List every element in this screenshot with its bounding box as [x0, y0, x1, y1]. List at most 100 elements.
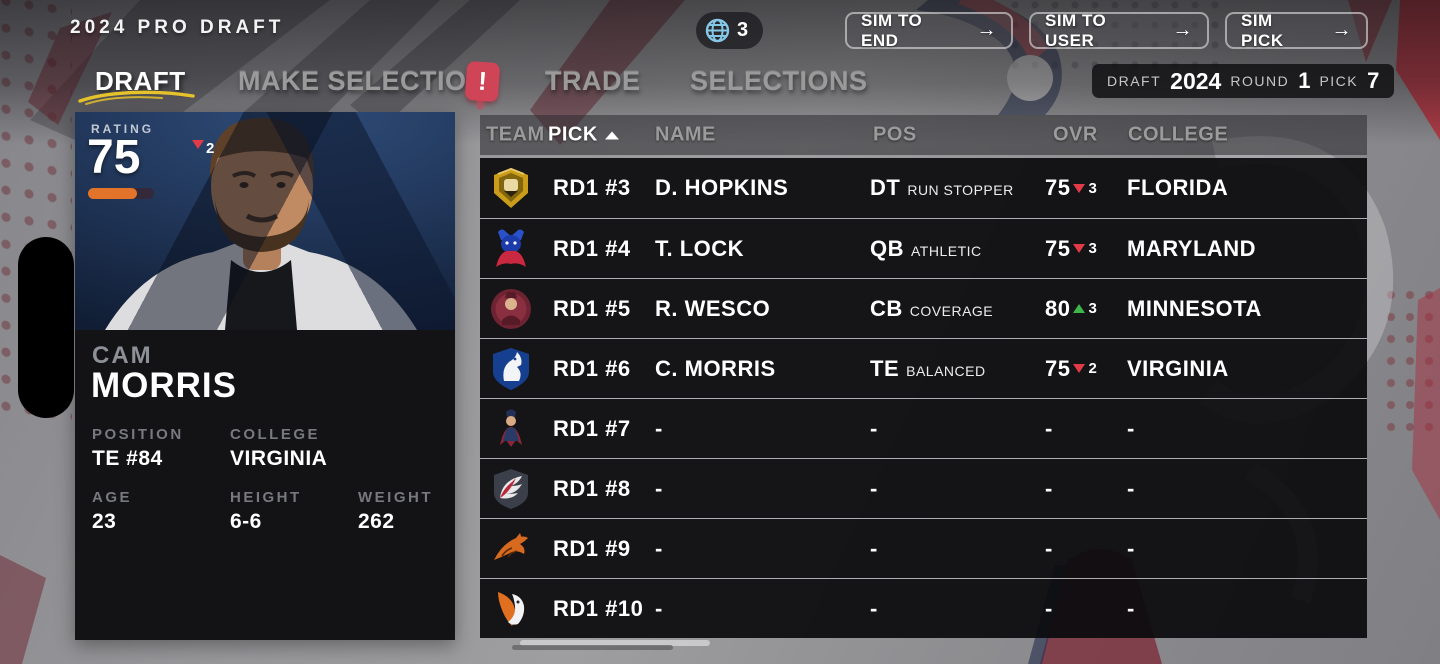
position-cell: DT RUN STOPPER [870, 175, 1014, 201]
position-cell: - [870, 416, 878, 442]
pick-value: 7 [1367, 68, 1380, 93]
tab-selections[interactable]: SELECTIONS [690, 66, 868, 96]
trend-value: 3 [1088, 179, 1098, 197]
trend-value: 2 [1088, 360, 1098, 377]
overall-value: - [1045, 415, 1053, 441]
position-cell: - [870, 536, 878, 562]
overall-cell: - [1045, 596, 1053, 622]
column-header-ovr[interactable]: OVR [1053, 124, 1098, 147]
horizontal-scrollbar-thumb[interactable] [520, 640, 710, 646]
table-row[interactable]: RD1 #5 R. WESCO CB COVERAGE 80 3 MINNESOTA [480, 278, 1367, 338]
column-header-team[interactable]: TEAM [486, 124, 545, 147]
table-row[interactable]: RD1 #4 T. LOCK QB ATHLETIC 75 3 MARYLAND [480, 218, 1367, 278]
draft-status-pill: DRAFT 2024 ROUND 1 PICK 7 [1092, 64, 1395, 98]
rating-bar [88, 188, 154, 199]
sim-pick-button[interactable]: SIM PICK → [1225, 11, 1368, 50]
player-photo: RATING 75 2 [75, 112, 455, 330]
overall-cell: 75 3 [1045, 175, 1097, 201]
tab-make-selection[interactable]: MAKE SELECTION [238, 66, 487, 96]
trend-value: 3 [1088, 240, 1098, 257]
pick-cell: RD1 #6 [553, 355, 631, 381]
rating-trend-value: 2 [206, 140, 215, 157]
tab-trade[interactable]: TRADE [545, 66, 641, 96]
name-cell: D. HOPKINS [655, 175, 789, 200]
position-abbr: - [870, 535, 878, 561]
column-header-college[interactable]: COLLEGE [1128, 124, 1228, 147]
position-cell: TE BALANCED [870, 356, 986, 382]
column-header-label: TEAM [486, 123, 545, 146]
draft-table-header: TEAM PICK NAME POS OVR COLLEGE [480, 115, 1367, 155]
name-cell: - [655, 595, 663, 621]
player-card: RATING 75 2 CAM MORRIS POSITION TE #84 C… [75, 112, 455, 640]
overall-cell: 75 2 [1045, 356, 1097, 382]
round-value: 1 [1298, 68, 1311, 93]
college-cell: MARYLAND [1127, 235, 1257, 261]
team-logo-orange-tiger-icon [488, 526, 534, 572]
sim-to-user-button[interactable]: SIM TO USER → [1029, 11, 1209, 50]
name-cell: - [655, 475, 663, 501]
overall-value: 80 [1045, 295, 1071, 321]
position-abbr: - [870, 475, 878, 501]
height-label: HEIGHT [230, 489, 302, 506]
column-header-pick[interactable]: PICK [548, 124, 619, 147]
table-row[interactable]: RD1 #9- - - - [480, 518, 1367, 578]
overall-value: - [1045, 475, 1053, 501]
college-value: VIRGINIA [230, 447, 328, 470]
globe-icon [705, 18, 730, 43]
draft-table-rows: RD1 #3 D. HOPKINS DT RUN STOPPER 75 3 FLORIDA R… [480, 158, 1367, 638]
pick-cell: RD1 #8 [553, 475, 631, 501]
online-status-pill[interactable]: 3 [696, 12, 764, 49]
college-cell: - [1127, 475, 1135, 501]
column-header-pos[interactable]: POS [873, 124, 917, 147]
table-row[interactable]: RD1 #3 D. HOPKINS DT RUN STOPPER 75 3 FLORIDA [480, 158, 1367, 218]
team-logo-blue-bull-icon [488, 226, 534, 272]
draft-year: 2024 [1170, 67, 1222, 94]
pick-label: PICK [1319, 73, 1359, 89]
college-cell: - [1127, 535, 1135, 561]
globe-count: 3 [737, 19, 749, 41]
position-cell: - [870, 596, 878, 622]
trend-down-icon [1073, 244, 1086, 253]
column-header-name[interactable]: NAME [655, 124, 716, 147]
weight-value: 262 [358, 510, 395, 533]
overall-cell: 80 3 [1045, 296, 1097, 322]
team-logo-blue-knight-horse-icon [488, 346, 534, 392]
sim-buttons: SIM TO END → SIM TO USER → SIM PICK → [845, 11, 1368, 50]
position-cell: CB COVERAGE [870, 296, 993, 322]
college-cell: FLORIDA [1127, 175, 1229, 200]
rating-bar-fill [88, 188, 137, 199]
sim-to-end-button[interactable]: SIM TO END → [845, 11, 1013, 50]
table-row[interactable]: RD1 #6 C. MORRIS TE BALANCED 75 2 VIRGINIA [480, 338, 1367, 398]
camera-notch [18, 237, 74, 418]
alert-badge-icon[interactable]: ! [464, 60, 501, 103]
arrow-right-icon: → [976, 19, 997, 41]
pick-cell: RD1 #7 [553, 415, 631, 441]
overall-value: 75 [1045, 355, 1071, 381]
pick-cell: RD1 #9 [553, 535, 631, 561]
trend-up-icon [1073, 304, 1086, 313]
column-header-label: NAME [655, 123, 716, 146]
player-last-name: MORRIS [91, 366, 237, 405]
pick-cell: RD1 #10 [553, 595, 644, 621]
overall-value: 75 [1045, 235, 1071, 261]
team-logo-gold-tiger-icon [488, 165, 534, 211]
team-logo-patriot-icon [488, 406, 534, 452]
position-abbr: - [870, 595, 878, 621]
arrow-right-icon: → [1172, 19, 1193, 41]
pick-cell: RD1 #5 [553, 295, 631, 321]
position-cell: - [870, 476, 878, 502]
age-label: AGE [92, 489, 133, 506]
college-label: COLLEGE [230, 426, 321, 443]
table-row[interactable]: RD1 #10- - - - [480, 578, 1367, 638]
college-cell: - [1127, 595, 1135, 621]
table-row[interactable]: RD1 #8- - - - [480, 458, 1367, 518]
table-row[interactable]: RD1 #7- - - - [480, 398, 1367, 458]
page-title: 2024 PRO DRAFT [70, 17, 285, 38]
rating-trend: 2 [192, 140, 214, 157]
pick-cell: RD1 #3 [553, 175, 631, 200]
name-cell: - [655, 415, 663, 441]
column-header-label: PICK [548, 123, 598, 146]
overall-value: - [1045, 535, 1053, 561]
draft-label: DRAFT [1107, 73, 1162, 89]
